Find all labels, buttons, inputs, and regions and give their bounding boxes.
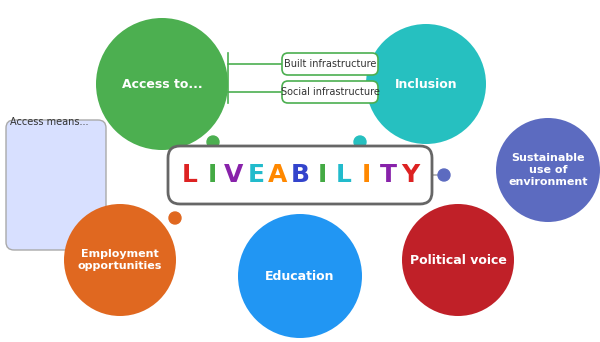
Text: Social infrastructure: Social infrastructure <box>281 87 379 97</box>
Ellipse shape <box>376 188 388 200</box>
Text: Inclusion: Inclusion <box>395 78 457 91</box>
Ellipse shape <box>207 184 219 196</box>
Text: Built infrastructure: Built infrastructure <box>284 59 376 69</box>
Text: L: L <box>336 163 352 187</box>
Text: Employment
opportunities: Employment opportunities <box>78 249 162 271</box>
Text: Access to...: Access to... <box>122 78 202 91</box>
Text: B: B <box>290 163 310 187</box>
Text: I: I <box>317 163 326 187</box>
Text: Political voice: Political voice <box>410 253 506 266</box>
Ellipse shape <box>64 204 176 316</box>
Text: I: I <box>361 163 371 187</box>
Text: Sustainable
use of
environment: Sustainable use of environment <box>508 154 588 187</box>
Ellipse shape <box>438 169 450 181</box>
Text: E: E <box>248 163 265 187</box>
Ellipse shape <box>366 24 486 144</box>
FancyBboxPatch shape <box>282 53 378 75</box>
Ellipse shape <box>207 136 219 148</box>
Ellipse shape <box>207 156 219 168</box>
Text: V: V <box>224 163 244 187</box>
Text: L: L <box>182 163 198 187</box>
Ellipse shape <box>169 212 181 224</box>
Text: I: I <box>208 163 217 187</box>
Ellipse shape <box>496 118 600 222</box>
Ellipse shape <box>402 204 514 316</box>
Ellipse shape <box>354 136 366 148</box>
Text: T: T <box>380 163 397 187</box>
Ellipse shape <box>238 214 362 338</box>
FancyBboxPatch shape <box>6 120 106 250</box>
Text: Education: Education <box>265 269 335 282</box>
Text: Access means...: Access means... <box>10 117 89 127</box>
FancyBboxPatch shape <box>168 146 432 204</box>
FancyBboxPatch shape <box>282 81 378 103</box>
Text: A: A <box>268 163 287 187</box>
Text: Y: Y <box>401 163 419 187</box>
Ellipse shape <box>294 188 306 200</box>
Ellipse shape <box>96 18 228 150</box>
